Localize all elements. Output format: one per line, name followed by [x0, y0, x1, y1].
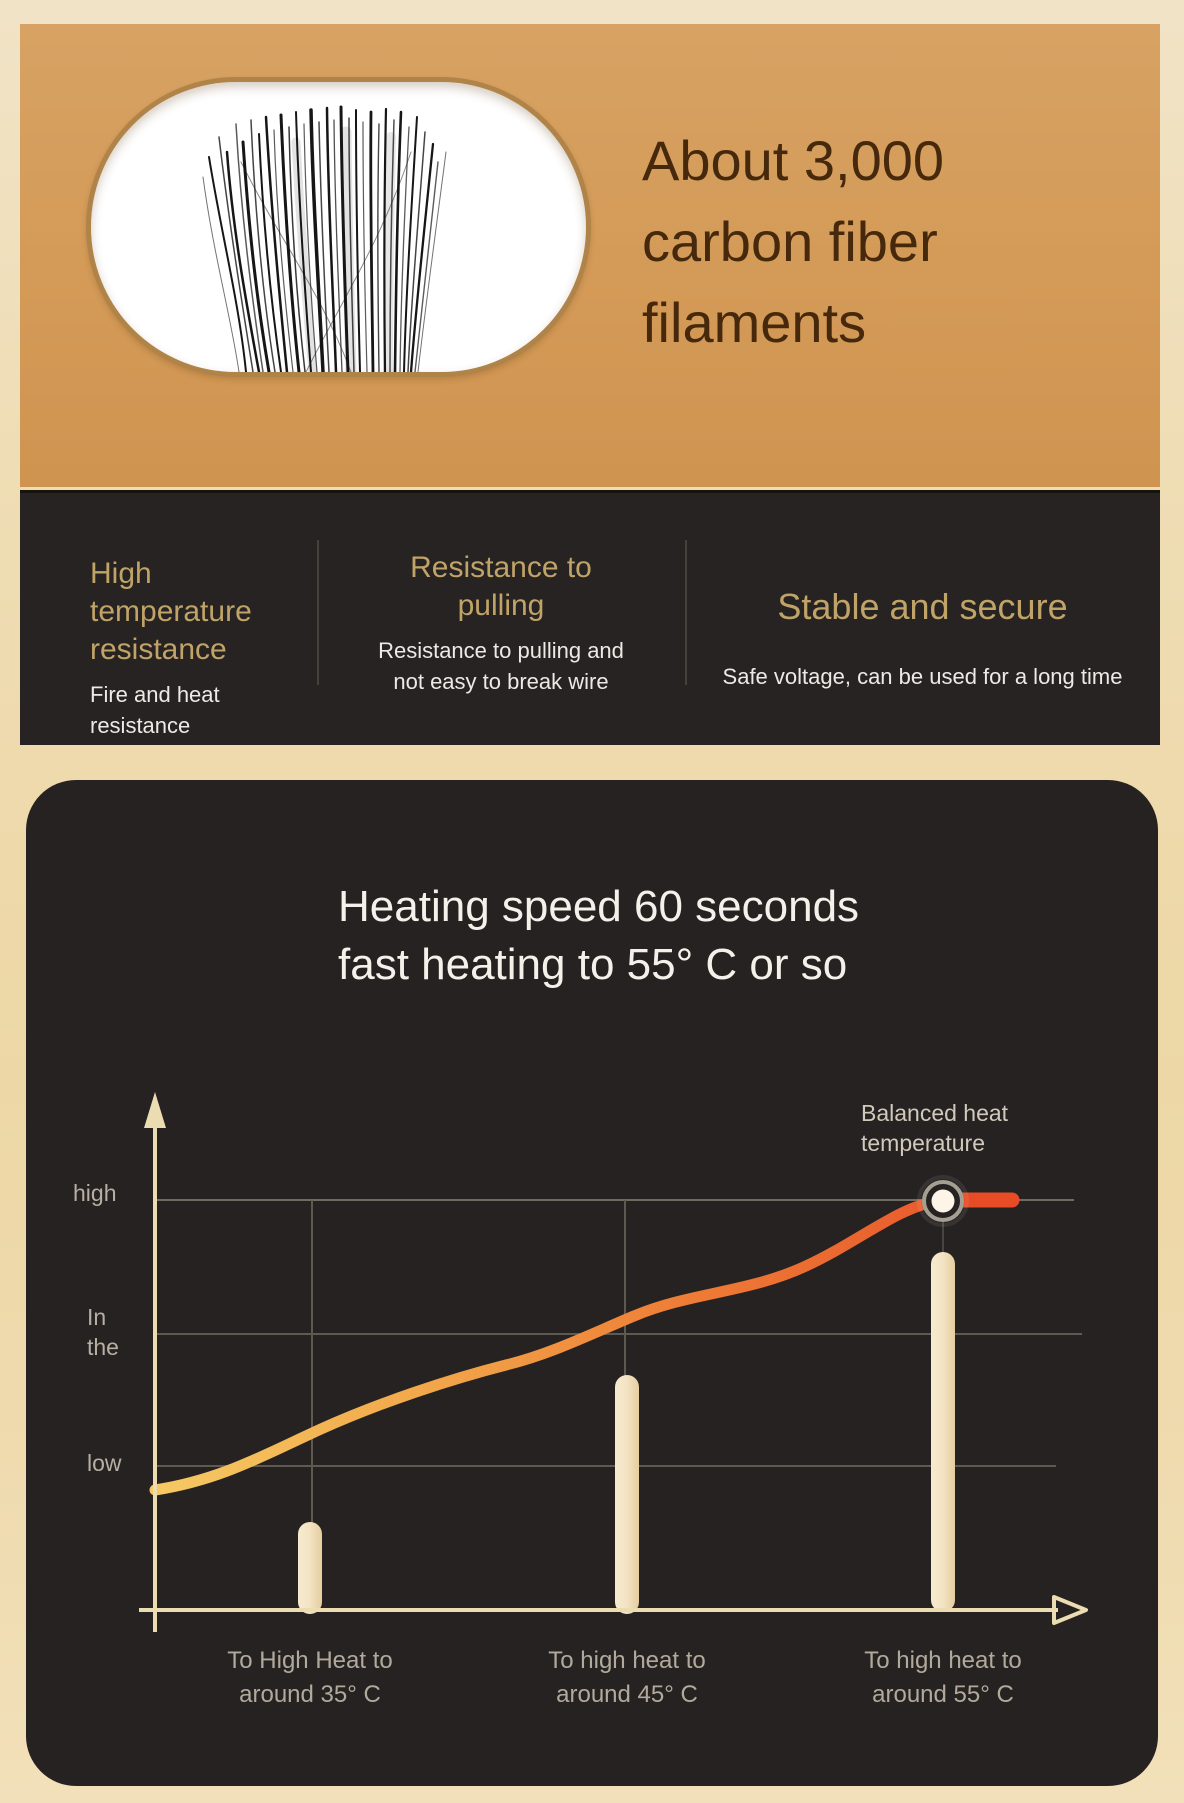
heating-curve-chart: [139, 1092, 1088, 1632]
bar-35c: [298, 1522, 322, 1614]
feature-description: Resistance to pulling and not easy to br…: [378, 638, 624, 694]
feature-title: Stable and secure: [777, 586, 1068, 627]
feature-pulling-resistance: Resistance to pulling Resistance to pull…: [317, 549, 685, 697]
x-label-55c: To high heat to around 55° C: [864, 1647, 1022, 1708]
hero-title-line-1: About 3,000: [642, 129, 945, 192]
x-axis-arrow-icon: [1052, 1595, 1088, 1625]
heating-temperature-curve: [149, 1194, 962, 1496]
chart-axes: [139, 1092, 1088, 1632]
y-axis-arrow-icon: [144, 1092, 166, 1128]
vertical-divider: [317, 540, 319, 685]
chart-title-line-1: Heating speed 60 seconds: [338, 882, 860, 931]
feature-high-temperature: High temperature resistance Fire and hea…: [90, 555, 310, 741]
bar-45c: [615, 1375, 639, 1614]
y-label-low: low: [87, 1450, 122, 1476]
hero-title-line-3: filaments: [642, 291, 867, 354]
feature-stable-secure: Stable and secure Safe voltage, can be u…: [685, 493, 1160, 692]
x-label-35c: To High Heat to around 35° C: [227, 1647, 393, 1708]
x-label-45c: To high heat to around 45° C: [548, 1647, 706, 1708]
hero-title-line-2: carbon fiber: [642, 210, 938, 273]
carbon-fiber-filaments-image: [202, 105, 447, 372]
heating-speed-chart-section: Heating speed 60 seconds fast heating to…: [26, 780, 1158, 1786]
annotation-balanced-heat: Balanced heat temperature: [861, 1100, 1009, 1156]
temperature-bars: [298, 1252, 955, 1614]
vertical-divider: [685, 540, 687, 685]
y-label-high: high: [73, 1180, 117, 1206]
balanced-heat-marker: [917, 1175, 969, 1227]
feature-description: Safe voltage, can be used for a long tim…: [722, 664, 1123, 689]
feature-title: High temperature resistance: [90, 557, 252, 666]
feature-description: Fire and heat resistance: [90, 682, 220, 738]
features-band: High temperature resistance Fire and hea…: [20, 490, 1160, 745]
hero-section: About 3,000 carbon fiber filaments: [20, 24, 1160, 487]
y-label-mid: In the: [87, 1304, 119, 1360]
chart-title: Heating speed 60 seconds fast heating to…: [338, 878, 859, 994]
chart-title-line-2: fast heating to 55° C or so: [338, 940, 848, 989]
fiber-image-frame: [86, 77, 591, 377]
bar-55c: [931, 1252, 955, 1612]
feature-title: Resistance to pulling: [410, 551, 592, 622]
hero-title: About 3,000 carbon fiber filaments: [642, 120, 944, 363]
